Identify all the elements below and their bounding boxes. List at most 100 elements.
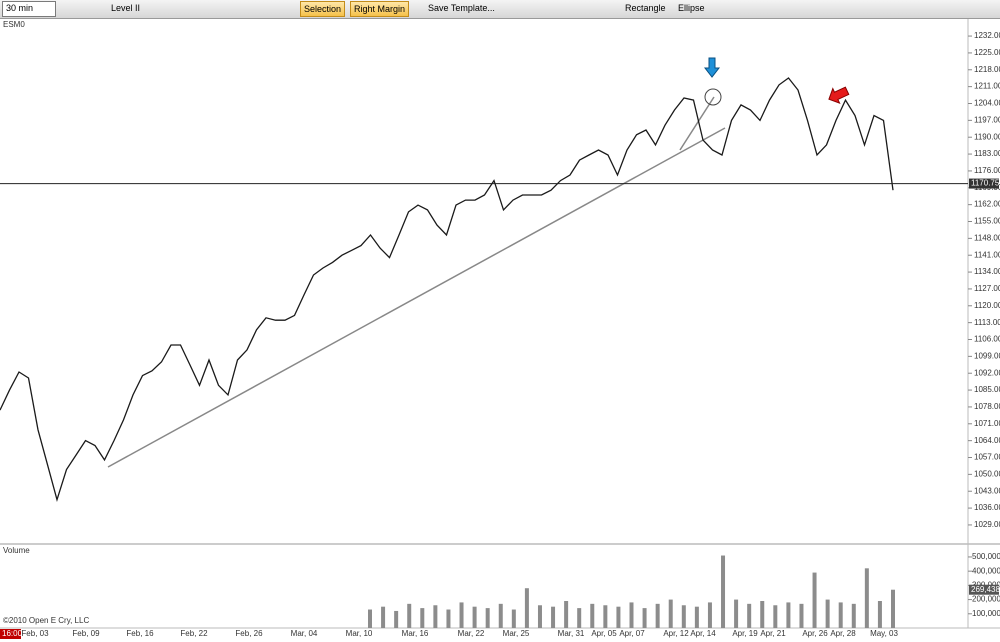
y-tick-label: 1029.00	[974, 520, 1000, 529]
volume-bar	[629, 602, 634, 628]
x-tick-label: Apr, 19	[732, 629, 758, 638]
volume-bar	[786, 602, 791, 628]
y-tick-label: 1078.00	[974, 402, 1000, 411]
y-tick-label: 1162.00	[974, 200, 1000, 209]
volume-bar	[590, 603, 595, 628]
volume-bar	[694, 606, 699, 628]
volume-bar	[707, 602, 712, 628]
red-arrow	[828, 86, 850, 104]
volume-bar	[459, 602, 464, 628]
volume-bar	[564, 601, 569, 628]
volume-bar	[394, 610, 399, 628]
volume-bar	[773, 605, 778, 628]
x-tick-label: Apr, 21	[760, 629, 786, 638]
y-tick-label: 1197.00	[974, 115, 1000, 124]
toolbar-button[interactable]: Rectangle	[625, 3, 666, 13]
volume-bar	[368, 609, 372, 628]
y-tick-label: 1057.00	[974, 453, 1000, 462]
y-tick-label: 1190.00	[974, 132, 1000, 141]
y-tick-label: 1225.00	[974, 48, 1000, 57]
x-tick-label: Apr, 12	[663, 629, 689, 638]
volume-bar	[812, 572, 817, 628]
volume-bar	[825, 599, 830, 628]
y-tick-label: 1218.00	[974, 65, 1000, 74]
copyright: ©2010 Open E Cry, LLC	[3, 616, 89, 625]
volume-bar	[681, 605, 686, 628]
y-tick-label: 1176.00	[974, 166, 1000, 175]
volume-bar	[551, 606, 556, 628]
volume-bar	[433, 605, 438, 628]
x-tick-label: Mar, 16	[402, 629, 429, 638]
blue-arrow	[703, 57, 721, 78]
y-tick-label: 1071.00	[974, 419, 1000, 428]
x-tick-label: Mar, 22	[458, 629, 485, 638]
volume-bar	[799, 603, 804, 628]
x-tick-label: Apr, 28	[830, 629, 856, 638]
interval[interactable]: 30 min	[6, 3, 34, 13]
trend-line	[107, 127, 726, 468]
marker-circle	[704, 88, 722, 106]
volume-bar	[891, 589, 895, 628]
y-tick-label: 1036.00	[974, 503, 1000, 512]
x-tick-label: Feb, 16	[126, 629, 154, 638]
volume-bar	[420, 608, 425, 628]
y-tick-label: 1064.00	[974, 436, 1000, 445]
x-tick-label: Apr, 14	[690, 629, 716, 638]
x-tick-label: Mar, 25	[503, 629, 530, 638]
y-tick-label: 1092.00	[974, 368, 1000, 377]
price-line	[0, 77, 894, 503]
y-tick-label: 1232.00	[974, 31, 1000, 40]
y-tick-label: 1148.00	[974, 233, 1000, 242]
volume-bar	[655, 603, 660, 628]
panel-title: Volume	[3, 546, 30, 555]
volume-bar	[668, 599, 673, 628]
toolbar: 30 min Level II Selection Right Margin S…	[0, 0, 1000, 19]
volume-bar	[524, 588, 529, 628]
time-box	[0, 629, 21, 639]
volume-bar	[734, 599, 739, 628]
x-tick-label: Apr, 05	[591, 629, 617, 638]
toolbar-button[interactable]: Ellipse	[678, 3, 705, 13]
x-tick-label: Apr, 26	[802, 629, 828, 638]
symbol: ESM0	[3, 20, 25, 29]
volume-bar	[407, 603, 412, 628]
y-tick-label: 1120.00	[974, 301, 1000, 310]
volume-bar	[446, 609, 451, 628]
volume-bar	[760, 601, 765, 628]
volume-bar	[577, 608, 582, 628]
y-tick-label: 1099.00	[974, 351, 1000, 360]
trend-line	[679, 96, 715, 151]
y-tick-label: 1211.00	[974, 82, 1000, 91]
volume-bar	[511, 609, 516, 628]
toolbar-button[interactable]: Right Margin	[350, 1, 410, 17]
volume-bar	[642, 608, 647, 628]
volume-bar	[485, 608, 490, 628]
last-volume-box	[969, 584, 999, 595]
interval-select[interactable]	[2, 1, 56, 17]
last-price-label: 1170.75	[971, 179, 1000, 188]
y-tick-label: 1204.00	[974, 99, 1000, 108]
volume-bar	[498, 603, 503, 628]
volume-bar	[603, 605, 608, 628]
volume-bar	[472, 606, 477, 628]
y-tick-label: 500,000	[972, 552, 1000, 561]
y-tick-label: 1127.00	[974, 284, 1000, 293]
x-tick-label: Mar, 31	[558, 629, 585, 638]
y-tick-label: 1085.00	[974, 385, 1000, 394]
toolbar-button[interactable]: Selection	[300, 1, 346, 17]
toolbar-button[interactable]: Save Template...	[428, 3, 495, 13]
x-tick-label: Feb, 03	[21, 629, 49, 638]
volume-bar	[877, 601, 882, 628]
volume-bar	[851, 603, 856, 628]
x-tick-label: Feb, 26	[235, 629, 263, 638]
volume-bar	[747, 603, 752, 628]
y-tick-label: 1050.00	[974, 469, 1000, 478]
volume-bar	[381, 606, 386, 628]
y-tick-label: 1113.00	[974, 318, 1000, 327]
toolbar-button[interactable]: Level II	[111, 3, 141, 13]
x-tick-label: Mar, 04	[291, 629, 318, 638]
time-label: 16:00	[2, 629, 23, 638]
volume-bar	[721, 555, 726, 628]
y-tick-label: 1134.00	[974, 267, 1000, 276]
